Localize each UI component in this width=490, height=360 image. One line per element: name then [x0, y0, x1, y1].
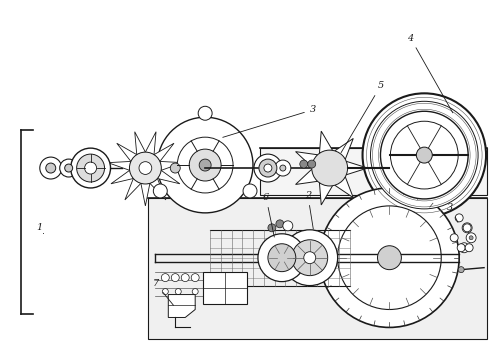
Circle shape: [312, 150, 347, 186]
Text: 4: 4: [407, 33, 453, 113]
Circle shape: [455, 214, 463, 222]
Polygon shape: [150, 179, 166, 200]
Circle shape: [268, 224, 276, 232]
Polygon shape: [111, 170, 133, 184]
Circle shape: [181, 274, 189, 282]
Polygon shape: [168, 294, 195, 318]
Circle shape: [462, 246, 466, 250]
Circle shape: [162, 289, 168, 294]
Circle shape: [254, 154, 282, 182]
Polygon shape: [125, 179, 141, 200]
Circle shape: [363, 93, 486, 217]
Circle shape: [463, 224, 471, 232]
Circle shape: [276, 220, 284, 228]
Polygon shape: [335, 177, 353, 198]
Polygon shape: [146, 132, 156, 155]
Text: 7: 7: [152, 279, 173, 305]
Circle shape: [280, 165, 286, 171]
Circle shape: [416, 147, 432, 163]
Circle shape: [175, 289, 181, 294]
Polygon shape: [117, 143, 137, 161]
Polygon shape: [260, 148, 487, 195]
Polygon shape: [141, 183, 150, 206]
Circle shape: [85, 162, 97, 174]
Circle shape: [275, 160, 291, 176]
Circle shape: [60, 159, 77, 177]
Text: 6: 6: [263, 193, 274, 237]
Text: .: .: [42, 226, 45, 236]
Circle shape: [370, 101, 478, 209]
Circle shape: [377, 246, 401, 270]
Circle shape: [450, 234, 458, 242]
Polygon shape: [319, 183, 333, 205]
Circle shape: [199, 159, 211, 171]
Circle shape: [153, 184, 167, 198]
Circle shape: [157, 117, 253, 213]
Text: 1: 1: [37, 223, 43, 232]
Circle shape: [391, 121, 458, 189]
Polygon shape: [295, 169, 318, 184]
Polygon shape: [346, 161, 368, 175]
Circle shape: [465, 226, 469, 230]
Text: 3: 3: [447, 203, 458, 222]
Circle shape: [458, 267, 464, 273]
Circle shape: [466, 233, 476, 243]
Circle shape: [177, 137, 233, 193]
Circle shape: [319, 188, 459, 328]
Circle shape: [129, 152, 161, 184]
Circle shape: [172, 274, 179, 282]
Circle shape: [308, 160, 316, 168]
Circle shape: [161, 274, 169, 282]
Circle shape: [462, 223, 472, 233]
Text: 2: 2: [305, 191, 313, 229]
Circle shape: [259, 159, 277, 177]
Circle shape: [465, 244, 473, 252]
Circle shape: [292, 240, 328, 276]
Circle shape: [283, 221, 293, 231]
Circle shape: [304, 252, 316, 264]
Polygon shape: [295, 152, 318, 167]
Circle shape: [65, 164, 73, 172]
Circle shape: [76, 154, 104, 182]
Circle shape: [459, 243, 469, 253]
Circle shape: [40, 157, 62, 179]
Circle shape: [264, 164, 272, 172]
Polygon shape: [148, 198, 487, 339]
Circle shape: [71, 148, 111, 188]
Circle shape: [338, 206, 441, 310]
Circle shape: [268, 244, 296, 272]
Circle shape: [457, 244, 465, 252]
Circle shape: [243, 184, 257, 198]
Circle shape: [198, 106, 212, 120]
Circle shape: [282, 230, 338, 285]
Circle shape: [189, 149, 221, 181]
Circle shape: [171, 163, 180, 173]
Circle shape: [192, 289, 198, 294]
Text: 3: 3: [223, 105, 316, 138]
Polygon shape: [154, 143, 174, 161]
Polygon shape: [160, 161, 183, 170]
Polygon shape: [108, 161, 131, 170]
Polygon shape: [335, 139, 353, 159]
Circle shape: [139, 162, 152, 175]
FancyBboxPatch shape: [203, 272, 247, 303]
Text: 5: 5: [341, 81, 384, 153]
Polygon shape: [157, 170, 180, 184]
Circle shape: [469, 236, 473, 240]
Polygon shape: [319, 131, 333, 153]
Circle shape: [258, 234, 306, 282]
Circle shape: [46, 163, 56, 173]
Circle shape: [300, 160, 308, 168]
Circle shape: [380, 111, 468, 199]
Polygon shape: [135, 132, 146, 155]
Circle shape: [191, 274, 199, 282]
